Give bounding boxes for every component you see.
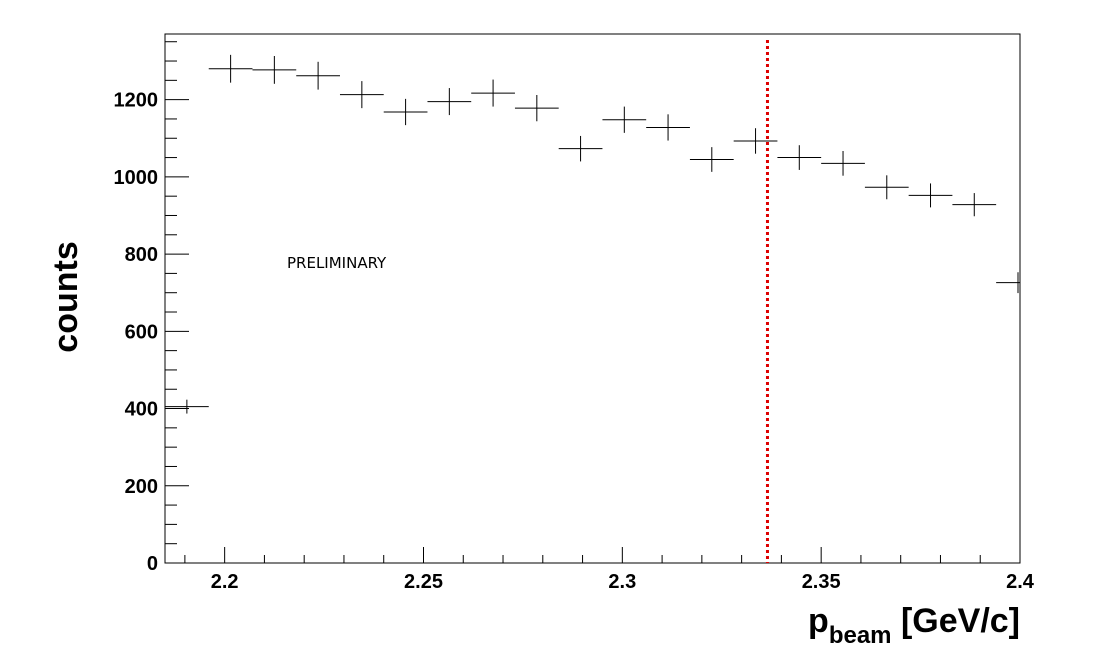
data-point: [514, 95, 559, 122]
data-point: [777, 145, 822, 170]
y-tick-label: 0: [147, 553, 158, 575]
data-point: [602, 106, 647, 133]
y-tick-label: 1200: [114, 90, 159, 112]
y-tick-label: 800: [125, 244, 158, 266]
y-axis-title: counts: [47, 241, 85, 352]
data-point: [689, 147, 734, 172]
data-point: [208, 54, 253, 83]
x-tick-label: 2.3: [608, 571, 636, 593]
data-point: [252, 56, 297, 84]
x-axis-title-subscript: beam: [829, 622, 892, 649]
y-tick-label: 1000: [114, 167, 159, 189]
data-point: [908, 183, 953, 208]
data-point: [339, 81, 384, 109]
y-tick-label: 200: [125, 476, 158, 498]
annotation-preliminary: PRELIMINARY: [287, 254, 387, 272]
y-tick-label: 400: [125, 399, 158, 421]
data-point: [296, 61, 340, 90]
plot-frame: [164, 33, 1021, 564]
x-tick-label: 2.35: [802, 571, 841, 593]
data-point: [383, 98, 428, 126]
y-tick-label: 600: [125, 321, 158, 343]
data-point: [646, 114, 690, 141]
data-point: [952, 193, 997, 217]
x-tick-label: 2.4: [1006, 571, 1035, 593]
x-tick-label: 2.2: [211, 571, 239, 593]
data-point: [996, 272, 1020, 294]
data-point: [821, 150, 865, 176]
data-point: [165, 399, 209, 414]
x-tick-label: 2.25: [404, 571, 443, 593]
data-point: [427, 88, 472, 116]
x-axis-title-main: p: [808, 602, 829, 640]
data-point: [864, 175, 909, 200]
x-axis-title: pbeam [GeV/c]: [808, 602, 1020, 649]
data-point: [733, 128, 778, 154]
data-point: [471, 79, 515, 107]
x-axis-title-units: [GeV/c]: [892, 602, 1020, 640]
data-point: [558, 135, 603, 162]
